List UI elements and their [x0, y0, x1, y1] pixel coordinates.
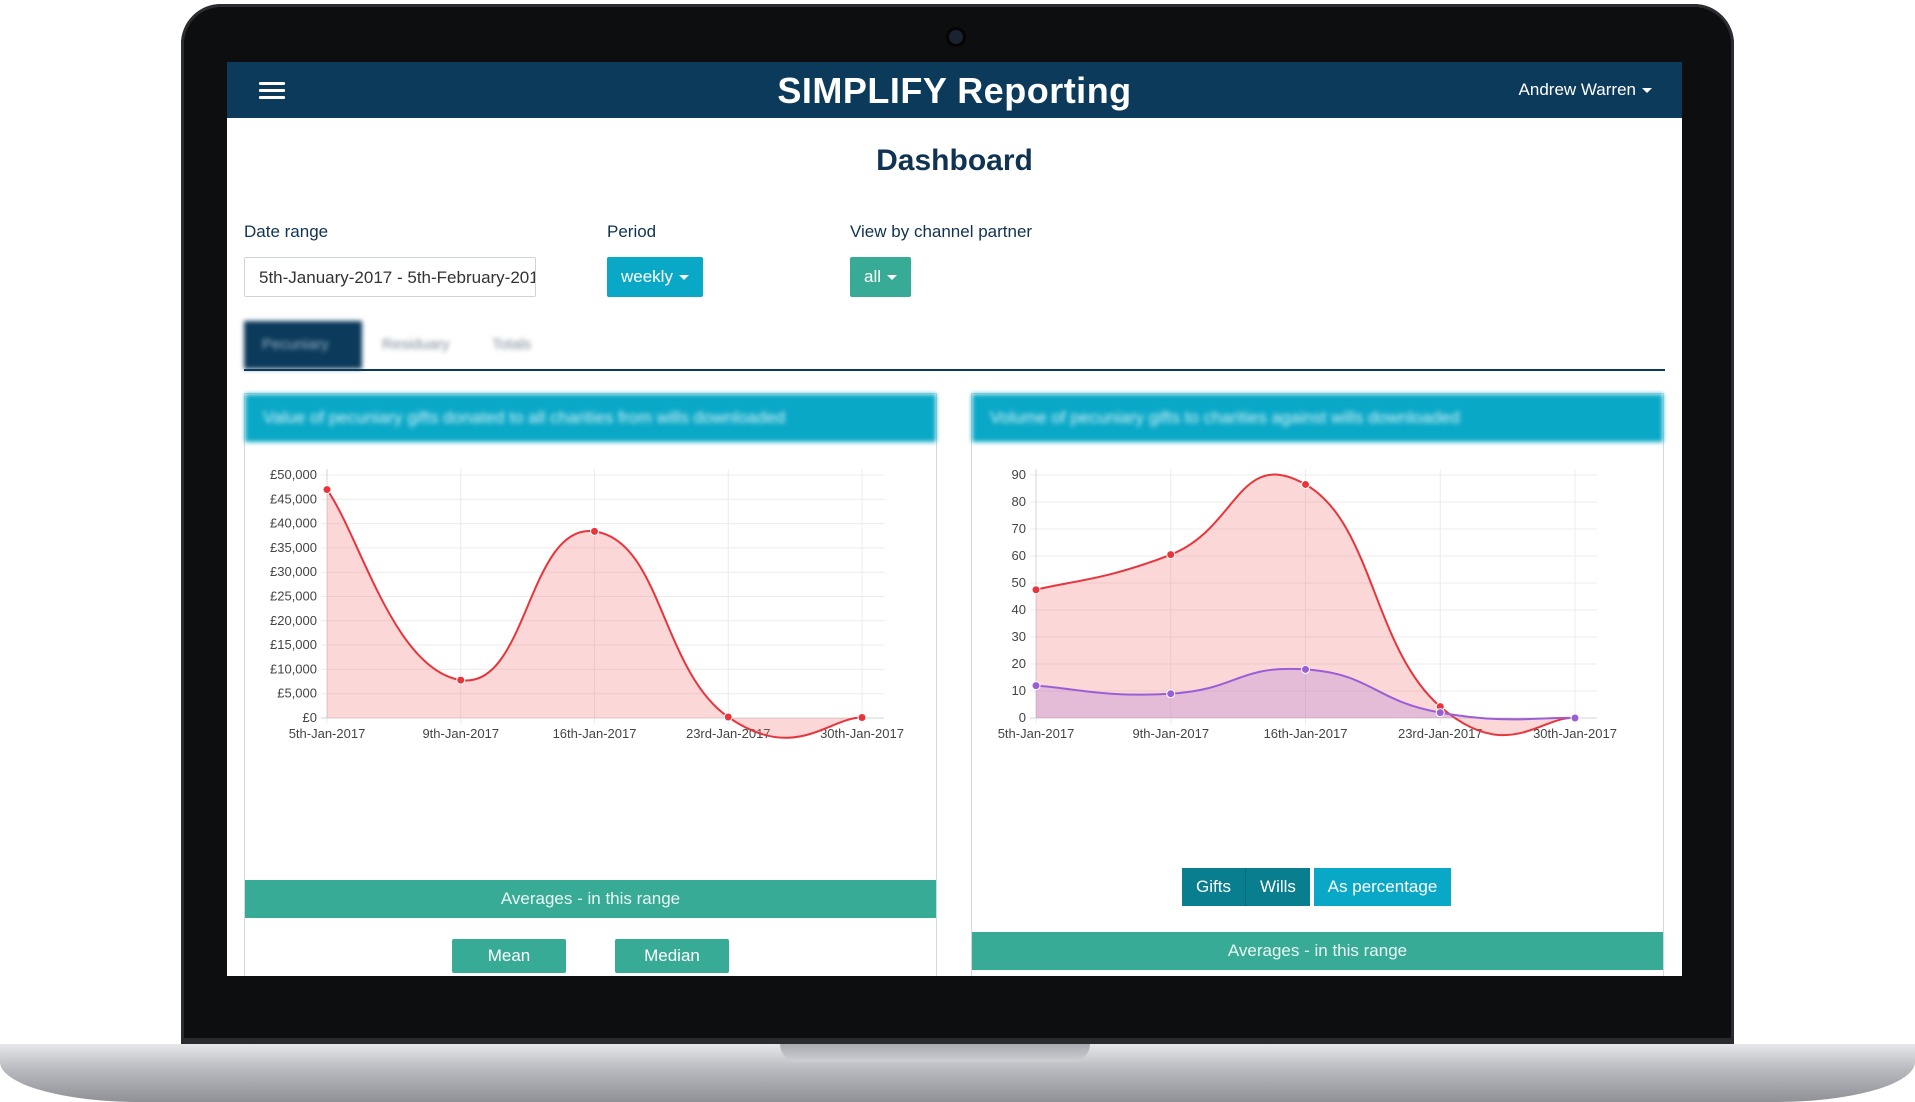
app-title: SIMPLIFY Reporting [777, 70, 1132, 111]
y-tick-label: £10,000 [270, 661, 317, 676]
period-dropdown[interactable]: weekly [607, 257, 703, 297]
hamburger-icon[interactable] [259, 82, 285, 100]
data-point [1031, 681, 1041, 691]
series-area [1036, 668, 1575, 720]
y-tick-label: 90 [1012, 467, 1026, 482]
report-tabs: Pecuniary Residuary Totals [244, 321, 1665, 371]
mean-button[interactable]: Mean [452, 939, 566, 973]
partner-label: View by channel partner [850, 222, 1033, 241]
series-line [1035, 473, 1576, 737]
date-range-label: Date range [244, 222, 329, 241]
period-value: weekly [621, 267, 673, 286]
wills-toggle[interactable]: Wills [1245, 868, 1310, 906]
y-tick-label: £40,000 [270, 516, 317, 531]
x-tick-label: 9th-Jan-2017 [422, 726, 499, 741]
partner-value: all [864, 267, 882, 286]
panel-pecuniary-value: Value of pecuniary gifts donated to all … [244, 393, 937, 976]
x-tick-label: 5th-Jan-2017 [998, 726, 1075, 741]
data-point [1435, 708, 1445, 718]
median-button[interactable]: Median [615, 939, 729, 973]
x-tick-label: 9th-Jan-2017 [1132, 726, 1209, 741]
page-title: Dashboard [876, 144, 1033, 177]
y-tick-label: £0 [303, 710, 317, 725]
period-label: Period [607, 222, 657, 241]
x-tick-label: 16th-Jan-2017 [553, 726, 637, 741]
value-chart: £0 £5,000 £10,000 £15,000 £20,000 £25,000 £30,… [270, 467, 904, 741]
y-tick-label: £15,000 [270, 637, 317, 652]
y-tick-label: 50 [1012, 575, 1026, 590]
caret-down-icon [678, 275, 689, 281]
data-point [857, 713, 867, 723]
gifts-toggle[interactable]: Gifts [1182, 868, 1245, 906]
date-range-input[interactable]: 5th-January-2017 - 5th-February-201 [244, 257, 536, 297]
user-menu[interactable]: Andrew Warren [1519, 80, 1652, 100]
data-point [1570, 713, 1580, 723]
data-point [456, 675, 466, 685]
y-tick-label: 20 [1012, 656, 1026, 671]
y-tick-label: £45,000 [270, 491, 317, 506]
top-navbar: SIMPLIFY Reporting Andrew Warren [227, 62, 1682, 118]
panel-title: Value of pecuniary gifts donated to all … [245, 394, 936, 442]
y-tick-label: 30 [1012, 629, 1026, 644]
tab-residuary[interactable]: Residuary [382, 336, 450, 353]
data-point [723, 712, 733, 722]
caret-down-icon [1642, 88, 1652, 94]
averages-bar: Averages - in this range [245, 880, 936, 918]
data-point [1301, 664, 1310, 674]
data-point [1166, 689, 1176, 699]
y-tick-label: £30,000 [270, 564, 317, 579]
x-tick-label: 16th-Jan-2017 [1264, 726, 1348, 741]
x-tick-label: 30th-Jan-2017 [1533, 726, 1617, 741]
y-tick-label: 70 [1012, 521, 1026, 536]
y-tick-label: 60 [1012, 548, 1026, 563]
y-tick-label: £35,000 [270, 540, 317, 555]
y-tick-label: £20,000 [270, 613, 317, 628]
y-tick-label: 80 [1012, 494, 1026, 509]
data-point [590, 526, 599, 536]
tab-totals[interactable]: Totals [492, 336, 532, 353]
data-point [1031, 585, 1041, 595]
y-tick-label: 40 [1012, 602, 1026, 617]
tab-pecuniary[interactable]: Pecuniary [244, 321, 362, 369]
y-tick-label: £25,000 [270, 589, 317, 604]
data-point [1301, 479, 1310, 489]
series-area [1036, 474, 1575, 736]
y-tick-label: 10 [1012, 683, 1026, 698]
laptop-notch [780, 1044, 1090, 1062]
x-tick-label: 30th-Jan-2017 [820, 726, 904, 741]
user-name: Andrew Warren [1518, 80, 1636, 99]
partner-dropdown[interactable]: all [850, 257, 912, 297]
averages-bar: Averages - in this range [972, 932, 1663, 970]
percentage-toggle[interactable]: As percentage [1314, 868, 1451, 906]
data-point [322, 485, 332, 495]
series-line [326, 489, 863, 739]
y-tick-label: 0 [1019, 710, 1026, 725]
panel-title: Volume of pecuniary gifts to charities a… [972, 394, 1663, 442]
laptop-hinge [181, 1038, 1734, 1046]
camera-icon [949, 30, 963, 44]
x-tick-label: 23rd-Jan-2017 [1398, 726, 1483, 741]
caret-down-icon [887, 275, 898, 281]
data-point [1166, 550, 1176, 560]
y-tick-label: £5,000 [277, 686, 317, 701]
series-area [327, 489, 862, 738]
x-tick-label: 5th-Jan-2017 [289, 726, 366, 741]
volume-chart: 0 10 20 30 40 50 60 70 80 90 5th-Jan-2017 9th-Jan-2… [998, 467, 1617, 741]
y-tick-label: £50,000 [270, 467, 317, 482]
screen: SIMPLIFY Reporting Andrew Warren Dashboa… [227, 62, 1682, 976]
